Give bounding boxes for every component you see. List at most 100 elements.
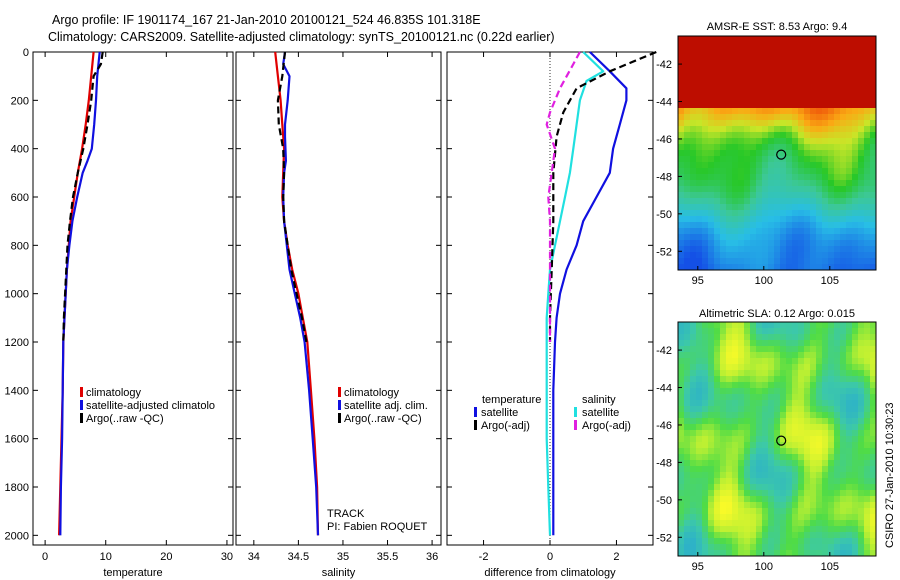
sla-heatmap-cell [684,520,690,526]
sst-heatmap-cell [690,144,696,150]
sla-heatmap-cell [792,484,798,490]
sla-heatmap-cell [840,388,846,394]
sla-heatmap-cell [852,532,858,538]
sla-heatmap-cell [726,388,732,394]
sst-heatmap-cell [708,54,714,60]
sst-heatmap-cell [858,144,864,150]
sst-heatmap-cell [864,42,870,48]
sst-heatmap-cell [828,114,834,120]
sla-heatmap-cell [840,376,846,382]
sla-heatmap-cell [720,460,726,466]
sst-heatmap-cell [762,228,768,234]
sla-heatmap-cell [828,442,834,448]
sla-heatmap-cell [690,466,696,472]
sst-heatmap-cell [786,114,792,120]
sla-heatmap-cell [846,418,852,424]
sla-heatmap-cell [732,370,738,376]
sst-heatmap-cell [678,156,684,162]
sst-heatmap-cell [816,144,822,150]
sla-heatmap-cell [840,334,846,340]
sla-heatmap-cell [864,514,870,520]
sst-heatmap-cell [696,264,702,270]
sla-heatmap-cell [840,508,846,514]
sla-heatmap-cell [870,550,876,556]
sla-heatmap-cell [720,436,726,442]
sst-heatmap-cell [786,180,792,186]
sla-heatmap-cell [720,430,726,436]
sst-heatmap-cell [786,138,792,144]
sst-map-frame [677,35,877,271]
sst-heatmap-cell [744,210,750,216]
sst-heatmap-cell [768,204,774,210]
sst-heatmap-cell [708,162,714,168]
sla-heatmap-cell [822,388,828,394]
sst-heatmap-cell [858,66,864,72]
sla-heatmap-cell [714,538,720,544]
sst-heatmap-cell [678,144,684,150]
sla-heatmap-cell [720,424,726,430]
sla-heatmap-cell [852,364,858,370]
sla-heatmap-cell [822,346,828,352]
sst-heatmap-cell [840,156,846,162]
sst-heatmap-cell [798,144,804,150]
sla-heatmap-cell [846,490,852,496]
sst-heatmap-cell [690,192,696,198]
sla-heatmap-cell [702,460,708,466]
sla-heatmap-cell [684,406,690,412]
sst-heatmap-cell [750,126,756,132]
sst-heatmap-cell [744,150,750,156]
sst-heatmap-cell [708,150,714,156]
sst-heatmap-cell [858,60,864,66]
sst-heatmap-cell [726,54,732,60]
sst-heatmap-cell [774,60,780,66]
sst-heatmap-cell [702,66,708,72]
sst-heatmap-cell [738,240,744,246]
sla-lat-tick-label: -46 [656,420,672,432]
sla-heatmap-cell [822,538,828,544]
sst-heatmap-cell [780,258,786,264]
sla-heatmap-cell [684,526,690,532]
sla-heatmap-cell [756,322,762,328]
sla-heatmap-cell [696,376,702,382]
sla-heatmap-cell [696,436,702,442]
sla-heatmap-cell [852,502,858,508]
sst-heatmap-cell [756,180,762,186]
sst-heatmap-cell [852,180,858,186]
sla-heatmap-cell [696,370,702,376]
sst-heatmap-cell [708,120,714,126]
sla-heatmap-cell [708,418,714,424]
sst-heatmap-cell [708,84,714,90]
sst-heatmap-cell [792,156,798,162]
sla-heatmap-cell [726,346,732,352]
sla-heatmap-cell [720,526,726,532]
sst-heatmap-cell [810,234,816,240]
sla-heatmap-cell [840,448,846,454]
sst-heatmap-cell [768,102,774,108]
sst-heatmap-cell [702,264,708,270]
sst-heatmap-cell [780,84,786,90]
sst-heatmap-cell [720,84,726,90]
sst-heatmap-cell [702,114,708,120]
sst-heatmap-cell [726,144,732,150]
sla-heatmap-cell [870,472,876,478]
sst-heatmap-cell [804,48,810,54]
sla-heatmap-cell [708,550,714,556]
sla-heatmap-cell [702,406,708,412]
sla-heatmap-cell [870,346,876,352]
sst-heatmap-cell [816,252,822,258]
sla-heatmap-cell [840,412,846,418]
sst-heatmap-cell [756,186,762,192]
sst-heatmap-cell [756,114,762,120]
sla-heatmap-cell [864,334,870,340]
sst-heatmap-cell [678,120,684,126]
sst-heatmap-cell [864,102,870,108]
sla-heatmap-cell [852,322,858,328]
sla-heatmap-cell [690,544,696,550]
sla-heatmap-cell [738,382,744,388]
sla-heatmap-cell [714,376,720,382]
sst-heatmap-cell [762,192,768,198]
sla-heatmap-cell [852,490,858,496]
sla-heatmap-cell [804,406,810,412]
sla-heatmap-cell [798,412,804,418]
sla-heatmap-cell [870,508,876,514]
